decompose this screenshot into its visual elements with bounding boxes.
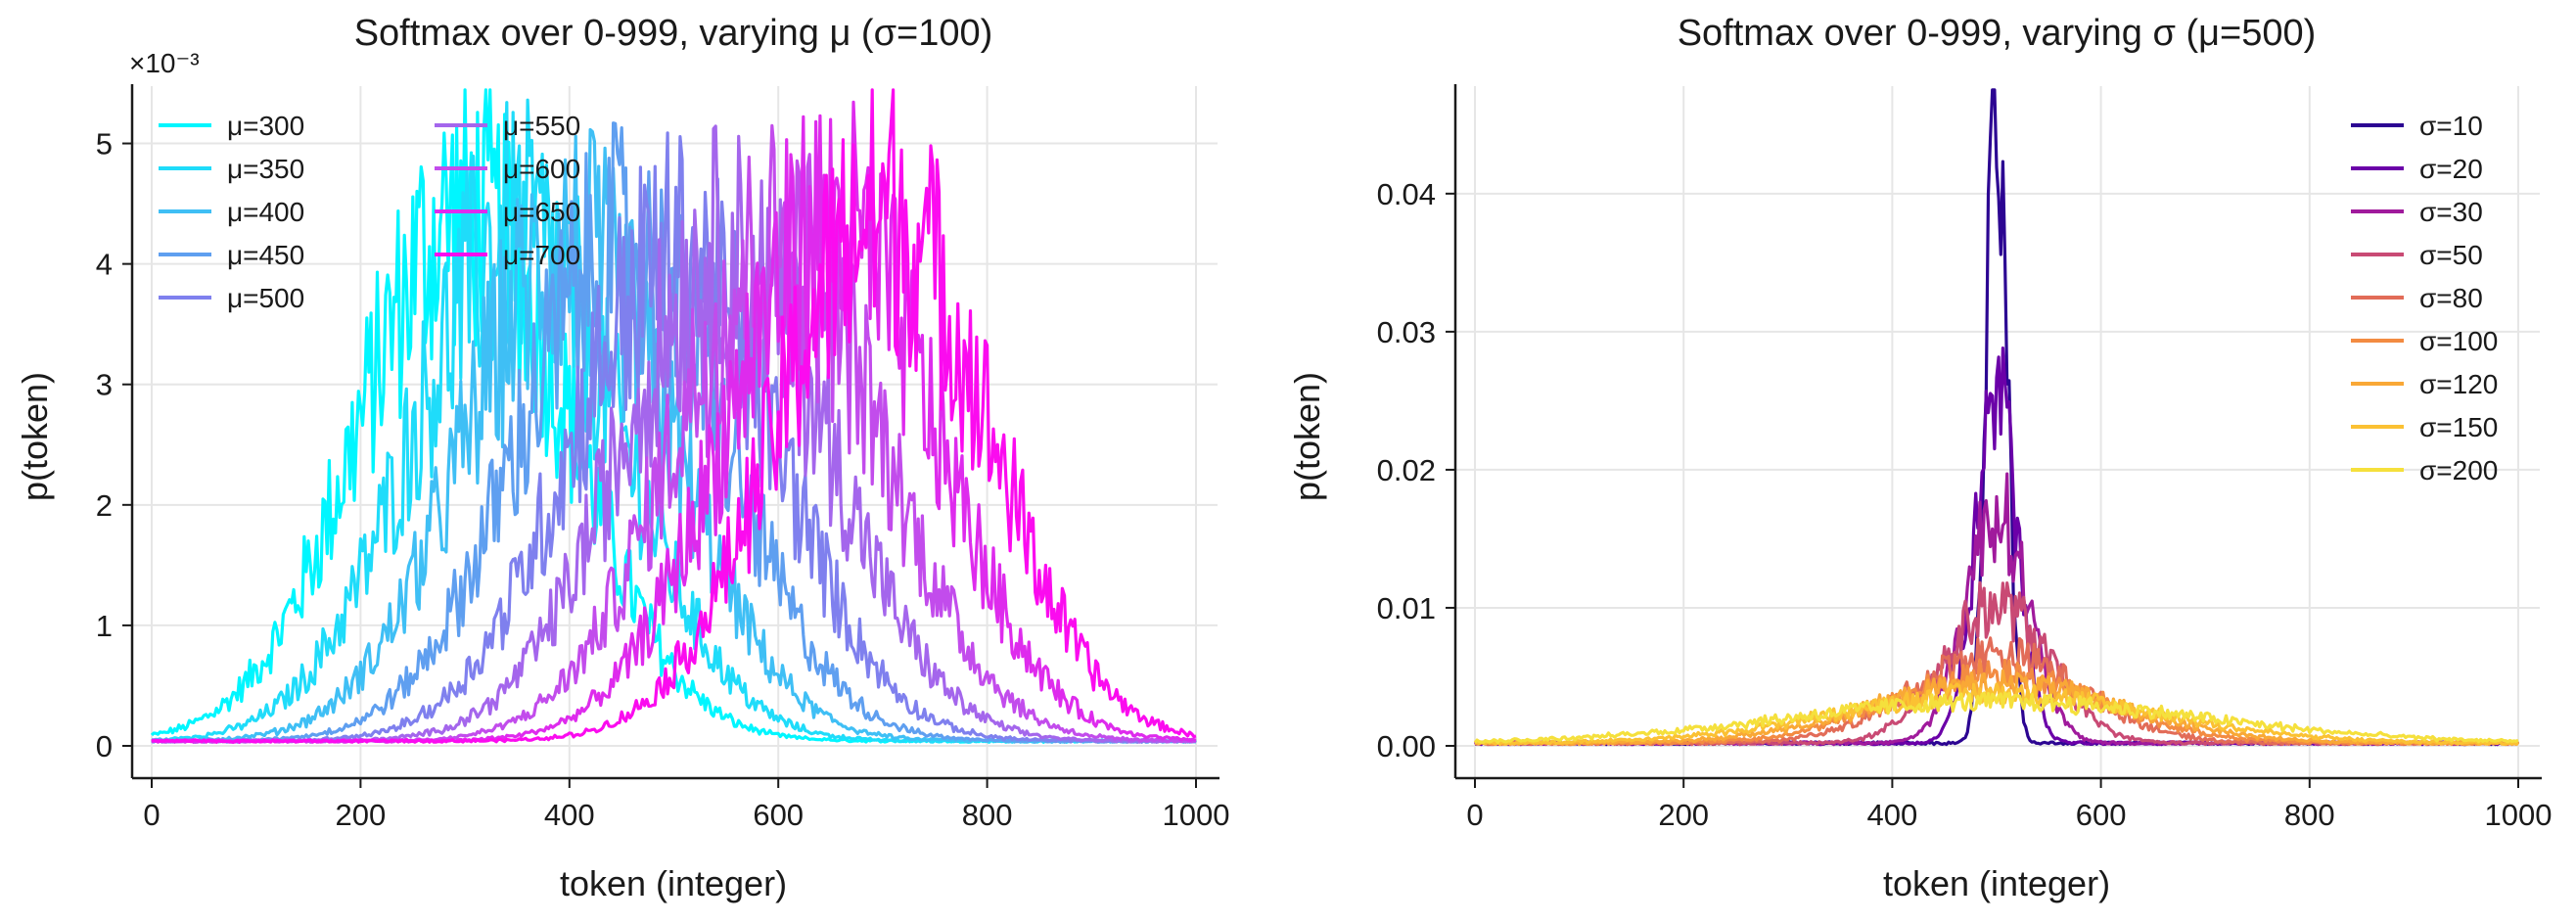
y-tick-label: 0.02 [1377,453,1436,487]
right-legend: σ=10 σ=20 σ=30 σ=50 σ=80 σ=100 σ=120 σ=150 σ=200 [2351,111,2498,485]
legend-label: μ=500 [227,283,304,313]
legend-item: μ=350 [159,154,304,184]
legend-item: μ=700 [435,240,580,270]
legend-label: μ=700 [503,240,580,270]
series-line [1474,682,2519,746]
legend-item: σ=100 [2351,326,2498,356]
legend-item: μ=600 [435,154,580,184]
series-line [151,88,1197,744]
x-tick-label: 400 [1867,798,1918,832]
series-line [151,131,1197,744]
x-tick-label: 0 [1466,798,1483,832]
right-chart-panel: Softmax over 0-999, varying σ (μ=500) 0 2… [1287,13,2552,903]
y-tick-label: 3 [96,368,113,402]
y-tick-label: 0 [96,729,113,763]
x-tick-label: 0 [143,798,160,832]
x-tick-label: 1000 [2485,798,2553,832]
y-tick-label: 0.04 [1377,177,1436,211]
legend-label: σ=120 [2419,369,2498,399]
left-series-lines [150,88,1197,744]
left-axes [122,84,1219,788]
legend-label: σ=150 [2419,412,2498,442]
legend-item: σ=10 [2351,111,2483,141]
y-tick-label: 0.03 [1377,315,1436,349]
legend-label: σ=80 [2419,283,2483,313]
y-tick-label: 4 [96,248,113,282]
legend-label: μ=450 [227,240,304,270]
legend-label: μ=350 [227,154,304,184]
left-chart-title: Softmax over 0-999, varying μ (σ=100) [354,13,993,54]
legend-label: σ=200 [2419,455,2498,485]
legend-item: μ=450 [159,240,304,270]
x-tick-label: 600 [753,798,804,832]
legend-item: μ=400 [159,197,304,227]
x-tick-label: 800 [2284,798,2335,832]
left-x-axis-label: token (integer) [560,863,787,903]
legend-label: μ=400 [227,197,304,227]
right-axes [1446,84,2542,788]
legend-item: μ=550 [435,111,580,141]
legend-label: σ=100 [2419,326,2498,356]
y-tick-label: 2 [96,488,113,523]
left-chart-panel: Softmax over 0-999, varying μ (σ=100) ×1… [15,13,1229,903]
legend-label: σ=10 [2419,111,2483,141]
y-tick-label: 0.01 [1377,591,1436,625]
left-tick-labels: 0 200 400 600 800 1000 0 1 2 3 4 5 [96,127,1230,832]
series-line [1473,691,2519,744]
legend-item: σ=30 [2351,197,2483,227]
legend-label: σ=50 [2419,240,2483,270]
x-tick-label: 800 [962,798,1013,832]
right-y-axis-label: p(token) [1287,372,1327,501]
right-x-axis-label: token (integer) [1883,863,2110,903]
series-line [151,121,1197,744]
legend-label: σ=20 [2419,154,2483,184]
legend-item: σ=20 [2351,154,2483,184]
x-tick-label: 200 [336,798,387,832]
right-tick-labels: 0 200 400 600 800 1000 0.00 0.01 0.02 0.03 0.04 [1377,177,2553,832]
legend-label: μ=550 [503,111,580,141]
right-chart-title: Softmax over 0-999, varying σ (μ=500) [1678,13,2317,54]
y-tick-label: 5 [96,127,113,162]
legend-label: σ=30 [2419,197,2483,227]
legend-item: μ=500 [159,283,304,313]
right-series-lines [1473,88,2520,747]
legend-label: μ=600 [503,154,580,184]
legend-item: σ=200 [2351,455,2498,485]
left-y-axis-label: p(token) [15,372,55,501]
left-legend: μ=300 μ=350 μ=400 μ=450 μ=500 μ=550 μ=600 μ=650… [159,111,580,313]
legend-label: μ=650 [503,197,580,227]
y-tick-label: 0.00 [1377,729,1436,763]
legend-item: μ=650 [435,197,580,227]
legend-item: μ=300 [159,111,304,141]
x-tick-label: 200 [1658,798,1709,832]
legend-item: σ=50 [2351,240,2483,270]
legend-item: σ=80 [2351,283,2483,313]
legend-label: μ=300 [227,111,304,141]
legend-item: σ=150 [2351,412,2498,442]
y-tick-label: 1 [96,609,113,643]
x-tick-label: 600 [2076,798,2127,832]
legend-item: σ=120 [2351,369,2498,399]
x-tick-label: 1000 [1163,798,1230,832]
x-tick-label: 400 [544,798,595,832]
left-y-multiplier: ×10⁻³ [129,48,200,78]
